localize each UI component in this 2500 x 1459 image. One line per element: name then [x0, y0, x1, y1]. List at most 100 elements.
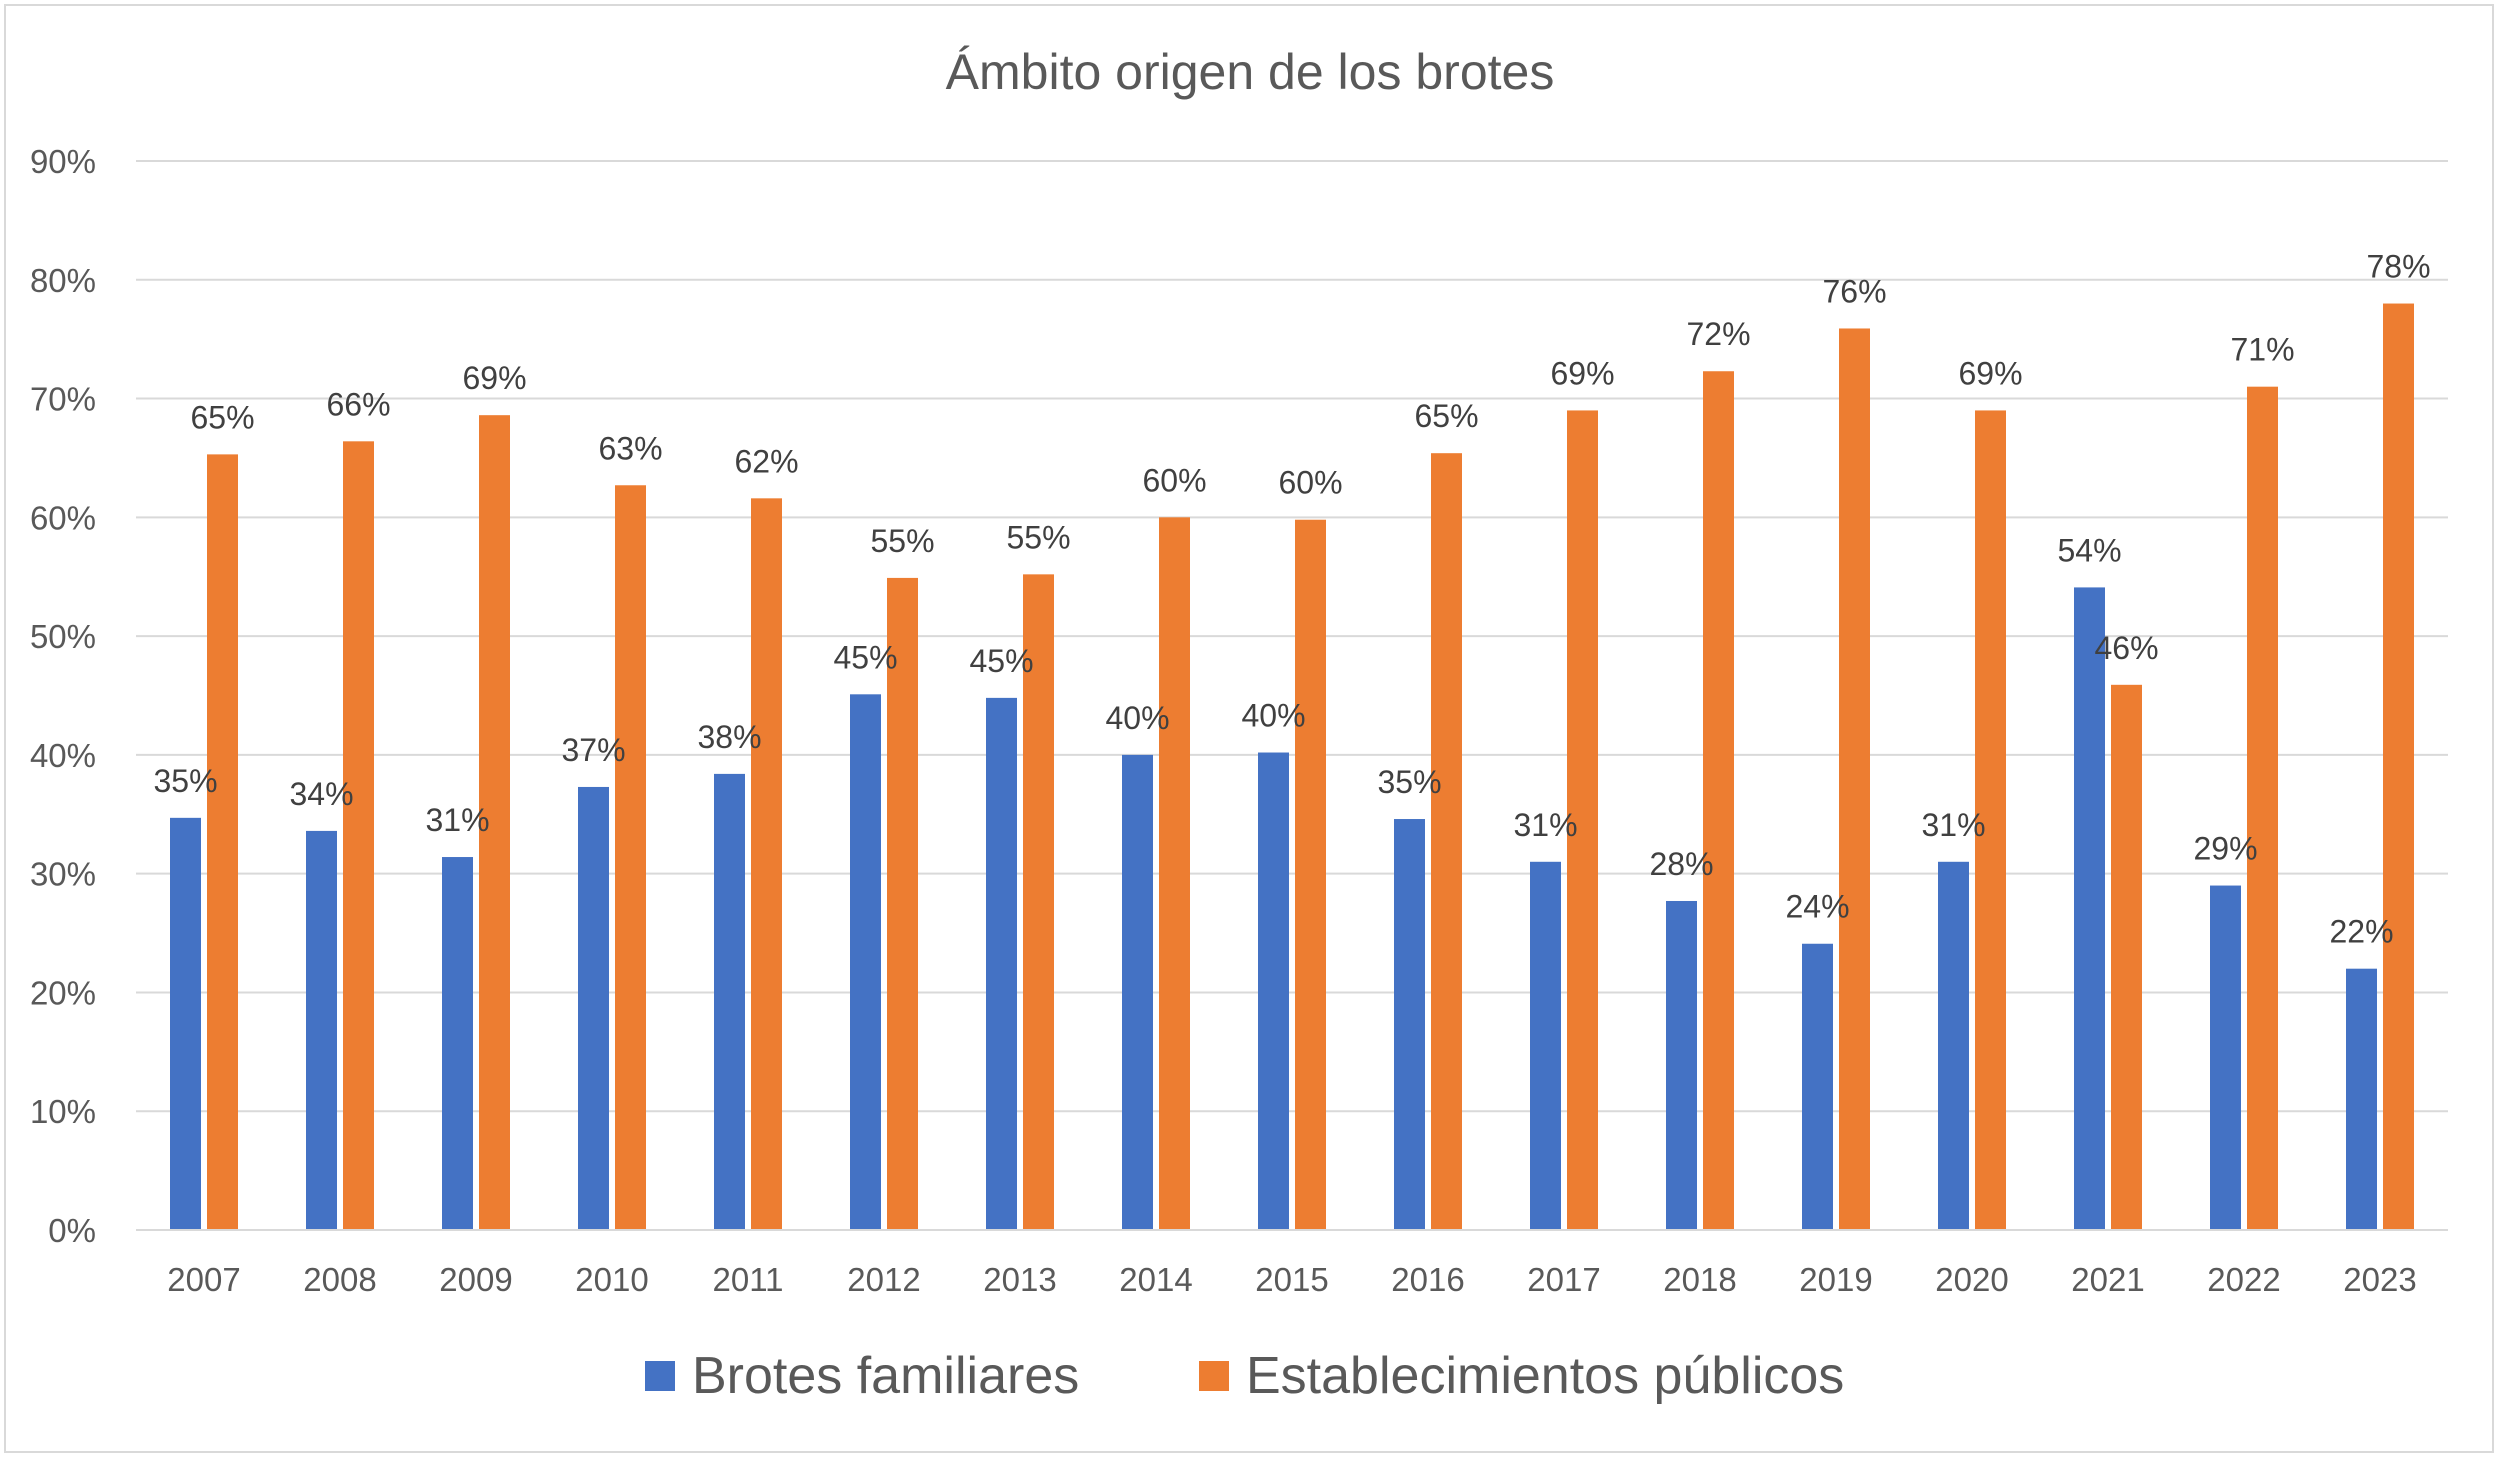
- data-label: 65%: [190, 399, 254, 435]
- bar-establecimientos-publicos-2019: [1839, 328, 1870, 1230]
- data-label: 28%: [1649, 846, 1713, 882]
- legend: Brotes familiares Establecimientos públi…: [645, 1347, 1844, 1405]
- bar-establecimientos-publicos-2009: [479, 415, 510, 1230]
- data-label: 63%: [598, 430, 662, 466]
- x-tick-label: 2021: [2071, 1261, 2144, 1298]
- x-tick-label: 2019: [1799, 1261, 1872, 1298]
- bar-brotes-familiares-2011: [714, 773, 745, 1230]
- data-label: 34%: [289, 776, 353, 812]
- bar-brotes-familiares-2012: [850, 694, 881, 1230]
- x-tick-label: 2008: [303, 1261, 376, 1298]
- data-label: 78%: [2366, 249, 2430, 285]
- bar-establecimientos-publicos-2014: [1159, 517, 1190, 1230]
- bar-brotes-familiares-2020: [1938, 861, 1969, 1230]
- x-tick-label: 2023: [2343, 1261, 2416, 1298]
- data-label: 69%: [1958, 355, 2022, 391]
- y-tick-label: 40%: [30, 737, 96, 774]
- gridlines: [136, 160, 2448, 1113]
- bar-establecimientos-publicos-2015: [1295, 519, 1326, 1230]
- bar-brotes-familiares-2022: [2210, 885, 2241, 1230]
- bar-brotes-familiares-2023: [2346, 968, 2377, 1230]
- data-label: 76%: [1822, 273, 1886, 309]
- data-label: 29%: [2193, 831, 2257, 867]
- bar-establecimientos-publicos-2023: [2383, 303, 2414, 1230]
- bar-brotes-familiares-2018: [1666, 900, 1697, 1230]
- x-axis-ticks: 2007 2008 2009 2010 2011 2012 2013 2014 2015 2016…: [167, 1261, 2416, 1298]
- data-label: 38%: [697, 719, 761, 755]
- legend-label-establecimientos-publicos: Establecimientos públicos: [1246, 1347, 1844, 1405]
- data-label: 40%: [1241, 698, 1305, 734]
- data-label: 60%: [1142, 462, 1206, 498]
- legend-item-establecimientos-publicos: Establecimientos públicos: [1199, 1347, 1844, 1405]
- y-tick-label: 10%: [30, 1093, 96, 1130]
- x-tick-label: 2007: [167, 1261, 240, 1298]
- data-labels: 35% 65% 34% 66% 31% 69% 37% 63% 38% 62% 45% 55% 45% 5…: [153, 249, 2430, 950]
- data-label: 65%: [1414, 398, 1478, 434]
- bar-brotes-familiares-2019: [1802, 943, 1833, 1230]
- bar-establecimientos-publicos-2012: [887, 577, 918, 1230]
- data-label: 55%: [1006, 519, 1070, 555]
- x-tick-label: 2014: [1119, 1261, 1192, 1298]
- x-tick-label: 2010: [575, 1261, 648, 1298]
- bar-brotes-familiares-2013: [986, 697, 1017, 1230]
- bar-establecimientos-publicos-2017: [1567, 410, 1598, 1230]
- data-label: 46%: [2094, 630, 2158, 666]
- x-tick-label: 2017: [1527, 1261, 1600, 1298]
- bar-brotes-familiares-2014: [1122, 754, 1153, 1230]
- y-tick-label: 90%: [30, 143, 96, 180]
- data-label: 31%: [1921, 807, 1985, 843]
- bar-brotes-familiares-2021: [2074, 587, 2105, 1230]
- bar-establecimientos-publicos-2021: [2111, 684, 2142, 1230]
- data-label: 45%: [833, 639, 897, 675]
- bar-brotes-familiares-2016: [1394, 819, 1425, 1230]
- bars: [170, 303, 2414, 1231]
- x-tick-label: 2011: [713, 1261, 784, 1298]
- data-label: 60%: [1278, 465, 1342, 501]
- bar-brotes-familiares-2009: [442, 857, 473, 1230]
- y-tick-label: 60%: [30, 499, 96, 536]
- bar-brotes-familiares-2008: [306, 830, 337, 1230]
- y-tick-label: 0%: [48, 1212, 96, 1249]
- legend-swatch-establecimientos-publicos: [1199, 1361, 1229, 1391]
- y-tick-label: 30%: [30, 856, 96, 893]
- legend-swatch-brotes-familiares: [645, 1361, 675, 1391]
- x-tick-label: 2016: [1391, 1261, 1464, 1298]
- bar-establecimientos-publicos-2011: [751, 498, 782, 1231]
- data-label: 35%: [153, 763, 217, 799]
- bar-establecimientos-publicos-2018: [1703, 371, 1734, 1230]
- bar-brotes-familiares-2017: [1530, 861, 1561, 1230]
- legend-item-brotes-familiares: Brotes familiares: [645, 1347, 1079, 1405]
- data-label: 54%: [2057, 532, 2121, 568]
- x-tick-label: 2018: [1663, 1261, 1736, 1298]
- x-tick-label: 2015: [1255, 1261, 1328, 1298]
- x-tick-label: 2012: [847, 1261, 920, 1298]
- bar-establecimientos-publicos-2020: [1975, 410, 2006, 1230]
- bar-brotes-familiares-2010: [578, 786, 609, 1230]
- data-label: 37%: [561, 732, 625, 768]
- data-label: 71%: [2230, 332, 2294, 368]
- data-label: 35%: [1377, 764, 1441, 800]
- data-label: 66%: [326, 386, 390, 422]
- y-axis-ticks: 0% 10% 20% 30% 40% 50% 60% 70% 80% 90%: [30, 143, 96, 1249]
- y-tick-label: 50%: [30, 618, 96, 655]
- bar-brotes-familiares-2015: [1258, 752, 1289, 1230]
- y-tick-label: 80%: [30, 262, 96, 299]
- data-label: 45%: [969, 643, 1033, 679]
- bar-establecimientos-publicos-2013: [1023, 574, 1054, 1230]
- x-tick-label: 2022: [2207, 1261, 2280, 1298]
- legend-label-brotes-familiares: Brotes familiares: [692, 1347, 1079, 1405]
- x-tick-label: 2020: [1935, 1261, 2008, 1298]
- data-label: 62%: [734, 443, 798, 479]
- data-label: 72%: [1686, 316, 1750, 352]
- data-label: 40%: [1105, 700, 1169, 736]
- y-tick-label: 20%: [30, 974, 96, 1011]
- data-label: 22%: [2329, 914, 2393, 950]
- bar-establecimientos-publicos-2022: [2247, 386, 2278, 1231]
- chart-title: Ámbito origen de los brotes: [946, 44, 1555, 100]
- data-label: 31%: [1513, 807, 1577, 843]
- bar-establecimientos-publicos-2010: [615, 485, 646, 1231]
- bar-establecimientos-publicos-2008: [343, 441, 374, 1230]
- data-label: 69%: [1550, 355, 1614, 391]
- data-label: 31%: [425, 802, 489, 838]
